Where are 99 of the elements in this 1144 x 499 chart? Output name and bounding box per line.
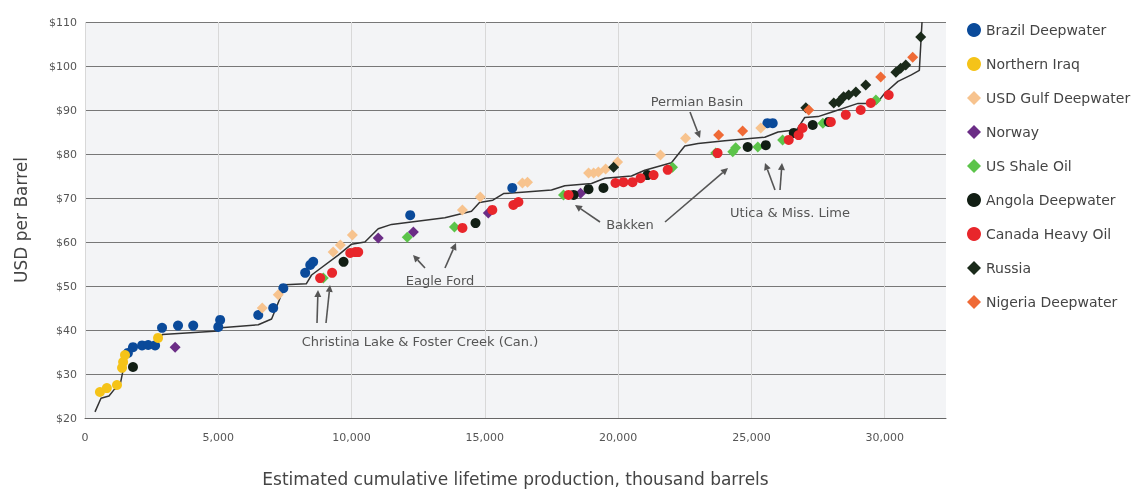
y-tick-label: $20 <box>56 411 77 425</box>
x-tick-label: 30,000 <box>865 431 904 444</box>
point <box>860 79 872 91</box>
line-series <box>94 21 923 413</box>
point <box>173 320 184 331</box>
point <box>407 226 419 238</box>
y-axis-title: USD per Barrel <box>10 157 31 283</box>
point <box>655 149 667 161</box>
point <box>253 310 264 321</box>
point <box>507 182 518 193</box>
y-tick-label: $110 <box>49 15 77 29</box>
legend-label: Nigeria Deepwater <box>986 294 1118 310</box>
point <box>618 177 629 188</box>
point <box>755 122 767 134</box>
point <box>327 267 338 278</box>
point <box>807 119 818 130</box>
legend-label: Russia <box>986 260 1032 276</box>
point <box>610 178 621 189</box>
point <box>272 289 284 301</box>
legend-label: Brazil Deepwater <box>986 22 1107 38</box>
point <box>112 380 122 390</box>
point <box>470 218 481 229</box>
point <box>474 191 486 203</box>
annotation: Permian Basin <box>650 93 744 109</box>
point <box>127 342 138 353</box>
point <box>600 163 612 175</box>
annotation: Eagle Ford <box>405 272 475 288</box>
point <box>278 283 289 294</box>
point <box>338 256 349 267</box>
annotation: Christina Lake & Foster Creek (Can.) <box>301 333 539 349</box>
legend-label: USD Gulf Deepwater <box>986 90 1131 106</box>
point <box>346 229 358 241</box>
legend-label: Norway <box>986 124 1040 140</box>
legend-label: Angola Deepwater <box>986 192 1116 208</box>
point <box>583 184 594 195</box>
point <box>742 141 753 152</box>
annotation: Bakken <box>606 216 654 232</box>
point <box>487 204 498 215</box>
y-tick-label: $60 <box>56 235 77 249</box>
point <box>900 59 912 71</box>
point <box>840 109 851 120</box>
point <box>372 232 384 244</box>
point <box>334 239 346 251</box>
point <box>760 140 771 151</box>
x-tick-label: 25,000 <box>732 431 771 444</box>
point <box>513 196 524 207</box>
y-tick-label: $70 <box>56 191 77 205</box>
y-tick-label: $90 <box>56 103 77 117</box>
x-tick-label: 15,000 <box>465 431 505 444</box>
point <box>783 134 794 145</box>
point <box>680 132 692 144</box>
y-tick-label: $30 <box>56 367 77 381</box>
x-tick-label: 10,000 <box>332 431 371 444</box>
point <box>865 97 876 108</box>
point <box>300 267 311 278</box>
x-tick-label: 0 <box>81 431 89 444</box>
point <box>563 189 574 200</box>
x-tick-label: 5,000 <box>202 431 235 444</box>
legend-label: US Shale Oil <box>986 158 1072 174</box>
point <box>188 320 199 331</box>
point <box>627 177 638 188</box>
point <box>127 361 138 372</box>
point <box>153 332 164 343</box>
point <box>101 383 112 394</box>
point <box>855 105 866 115</box>
point <box>648 170 659 181</box>
point <box>850 86 862 98</box>
x-tick-label: 20,000 <box>598 431 638 444</box>
point <box>612 156 624 168</box>
point <box>256 302 268 314</box>
point <box>907 51 919 63</box>
legend-label: Northern Iraq <box>986 56 1080 72</box>
point <box>883 90 894 101</box>
point <box>448 221 460 233</box>
annotation: Utica & Miss. Lime <box>730 204 850 220</box>
y-tick-label: $40 <box>56 323 77 337</box>
point <box>915 31 927 43</box>
legend-label: Canada Heavy Oil <box>986 226 1112 242</box>
y-tick-label: $100 <box>49 59 77 73</box>
point <box>598 182 609 193</box>
point <box>875 71 887 83</box>
point <box>327 246 339 258</box>
point <box>215 314 226 325</box>
point <box>401 231 413 243</box>
point <box>662 164 673 175</box>
y-tick-label: $80 <box>56 147 77 161</box>
point <box>268 303 279 313</box>
point <box>737 125 749 137</box>
point <box>457 222 468 233</box>
point <box>797 123 808 134</box>
point <box>456 204 468 216</box>
y-tick-label: $50 <box>56 279 77 293</box>
point <box>157 322 168 333</box>
point <box>713 129 725 141</box>
point <box>635 173 646 184</box>
point <box>169 341 181 353</box>
point <box>405 210 416 221</box>
x-axis-title: Estimated cumulative lifetime production, thousand barrels <box>262 468 769 489</box>
point <box>608 161 620 173</box>
